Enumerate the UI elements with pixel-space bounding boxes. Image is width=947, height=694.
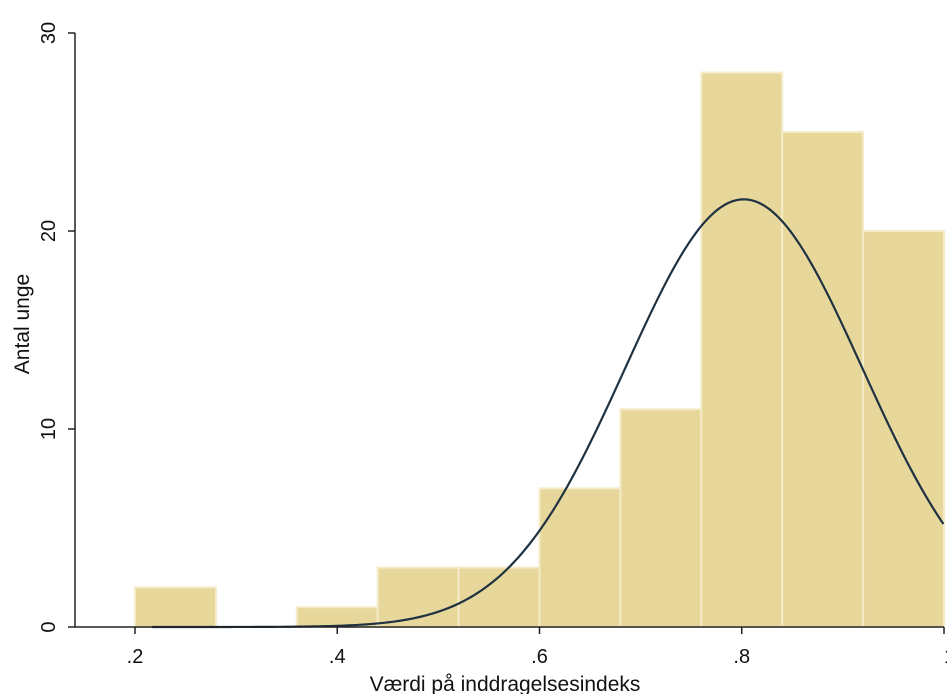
histogram-bar	[619, 408, 703, 629]
histogram-bar	[862, 230, 945, 628]
x-tick-label: .8	[733, 646, 750, 668]
histogram-bar	[700, 71, 784, 629]
x-tick-label: .2	[127, 646, 144, 668]
y-axis-title: Antal unge	[11, 274, 34, 374]
x-axis-ticks: .2 .4 .6 .8 1	[127, 627, 947, 668]
histogram-bar	[538, 487, 622, 628]
histogram-bar	[134, 586, 217, 629]
y-tick-label: 20	[38, 220, 60, 242]
y-tick-label: 10	[38, 418, 60, 440]
histogram-bars	[134, 71, 945, 629]
histogram-bar	[781, 131, 865, 628]
x-tick-label: 1	[944, 646, 947, 668]
x-tick-label: .6	[531, 646, 548, 668]
y-tick-label: 0	[38, 621, 60, 632]
y-tick-label: 30	[38, 22, 60, 44]
y-axis-ticks: 0 10 20 30	[38, 22, 75, 633]
x-tick-label: .4	[329, 646, 346, 668]
x-axis-title: Værdi på inddragelsesindeks	[370, 673, 641, 694]
